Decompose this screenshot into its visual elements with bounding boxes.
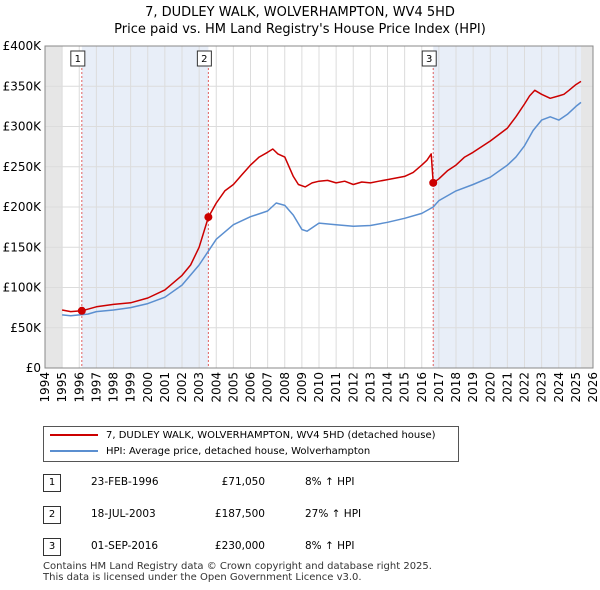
legend-label-property: 7, DUDLEY WALK, WOLVERHAMPTON, WV4 5HD (… xyxy=(106,430,436,441)
x-tick-label: 2007 xyxy=(261,372,275,403)
x-tick-label: 2002 xyxy=(175,372,189,403)
x-tick-label: 2005 xyxy=(226,372,240,403)
table-row: 2 18-JUL-2003 £187,500 27% ↑ HPI xyxy=(43,506,463,526)
legend-item-property: 7, DUDLEY WALK, WOLVERHAMPTON, WV4 5HD (… xyxy=(50,429,436,443)
x-tick-label: 2010 xyxy=(312,372,326,403)
price-chart: 1 2 3 £0 £50K £100K £150K £200K £250K £300K £350K… xyxy=(3,39,600,403)
y-tick-label: £50K xyxy=(10,321,42,335)
x-tick-label: 2011 xyxy=(329,372,343,403)
x-tick-label: 2022 xyxy=(518,372,532,403)
sale-number-badge: 2 xyxy=(43,506,61,524)
x-tick-label: 2006 xyxy=(244,372,258,403)
x-tick-label: 2017 xyxy=(432,372,446,403)
x-tick-label: 2012 xyxy=(346,372,360,403)
sale-label-box xyxy=(196,50,212,67)
x-tick-label: 2024 xyxy=(552,372,566,403)
legend: 7, DUDLEY WALK, WOLVERHAMPTON, WV4 5HD (… xyxy=(43,426,459,462)
sale-point xyxy=(204,213,213,222)
sale-hpi-change: 27% ↑ HPI xyxy=(305,508,362,520)
series-line xyxy=(61,80,582,313)
sale-point xyxy=(77,306,86,315)
sale-number-badge: 1 xyxy=(43,474,61,492)
legend-swatch-property xyxy=(50,434,98,436)
x-tick-label: 2014 xyxy=(381,372,395,403)
x-tick-label: 1995 xyxy=(55,372,69,403)
x-tick-label: 2020 xyxy=(483,372,497,403)
x-tick-label: 1994 xyxy=(38,372,52,403)
x-tick-label: 1997 xyxy=(89,372,103,403)
sale-point xyxy=(429,178,438,187)
sale-price: £187,500 xyxy=(214,508,265,520)
x-tick-label: 2025 xyxy=(569,372,583,403)
x-tick-label: 2019 xyxy=(466,372,480,403)
legend-item-hpi: HPI: Average price, detached house, Wolv… xyxy=(50,445,370,459)
legend-swatch-hpi xyxy=(50,450,98,452)
sale-hpi-change: 8% ↑ HPI xyxy=(305,476,355,488)
y-tick-label: £250K xyxy=(3,160,43,174)
sale-price: £71,050 xyxy=(221,476,265,488)
table-row: 1 23-FEB-1996 £71,050 8% ↑ HPI xyxy=(43,474,463,494)
x-tick-label: 2013 xyxy=(363,372,377,403)
sale-label: 1 xyxy=(75,54,81,65)
x-tick-label: 2008 xyxy=(278,372,292,403)
sale-hpi-change: 8% ↑ HPI xyxy=(305,540,355,552)
sale-markers: 1 2 3 xyxy=(70,50,438,315)
y-tick-label: £100K xyxy=(3,281,43,295)
table-row: 3 01-SEP-2016 £230,000 8% ↑ HPI xyxy=(43,538,463,558)
axes: £0 £50K £100K £150K £200K £250K £300K £350K £400… xyxy=(3,39,600,403)
sale-label-box xyxy=(421,50,437,67)
x-tick-label: 2015 xyxy=(398,372,412,403)
x-tick-label: 2003 xyxy=(192,372,206,403)
y-tick-label: £0 xyxy=(26,361,41,375)
x-tick-label: 2016 xyxy=(415,372,429,403)
sale-date: 23-FEB-1996 xyxy=(91,476,159,488)
legend-label-hpi: HPI: Average price, detached house, Wolv… xyxy=(106,446,371,457)
sale-number-badge: 3 xyxy=(43,538,61,556)
y-tick-label: £350K xyxy=(3,79,43,93)
title-line-2: Price paid vs. HM Land Registry's House … xyxy=(114,22,486,37)
x-tick-label: 2000 xyxy=(141,372,155,403)
plot-frame xyxy=(44,45,594,369)
sale-label: 3 xyxy=(426,54,432,65)
series-line xyxy=(62,101,582,317)
sale-label-box xyxy=(70,50,86,67)
sale-date: 01-SEP-2016 xyxy=(91,540,159,552)
x-tick-label: 2001 xyxy=(158,372,172,403)
x-tick-label: 2018 xyxy=(449,372,463,403)
footer-line-2: This data is licensed under the Open Gov… xyxy=(43,572,362,583)
series-lines xyxy=(61,80,582,317)
footer-attribution: Contains HM Land Registry data © Crown c… xyxy=(43,561,432,583)
footer-line-1: Contains HM Land Registry data © Crown c… xyxy=(43,561,432,572)
sale-price: £230,000 xyxy=(214,540,265,552)
x-tick-label: 1998 xyxy=(107,372,121,403)
x-tick-label: 2021 xyxy=(500,372,514,403)
x-tick-label: 2009 xyxy=(295,372,309,403)
y-tick-label: £150K xyxy=(3,240,43,254)
x-tick-label: 2004 xyxy=(209,372,223,403)
sale-date: 18-JUL-2003 xyxy=(91,508,156,520)
y-tick-label: £300K xyxy=(3,120,43,134)
sale-label: 2 xyxy=(201,54,207,65)
x-tick-label: 2026 xyxy=(586,372,600,403)
x-tick-label: 1996 xyxy=(72,372,86,403)
x-tick-label: 2023 xyxy=(535,372,549,403)
x-tick-label: 1999 xyxy=(124,372,138,403)
title-line-1: 7, DUDLEY WALK, WOLVERHAMPTON, WV4 5HD xyxy=(145,5,455,20)
chart-title: 7, DUDLEY WALK, WOLVERHAMPTON, WV4 5HD P… xyxy=(0,4,600,38)
y-tick-label: £400K xyxy=(3,39,43,53)
y-tick-label: £200K xyxy=(3,200,43,214)
